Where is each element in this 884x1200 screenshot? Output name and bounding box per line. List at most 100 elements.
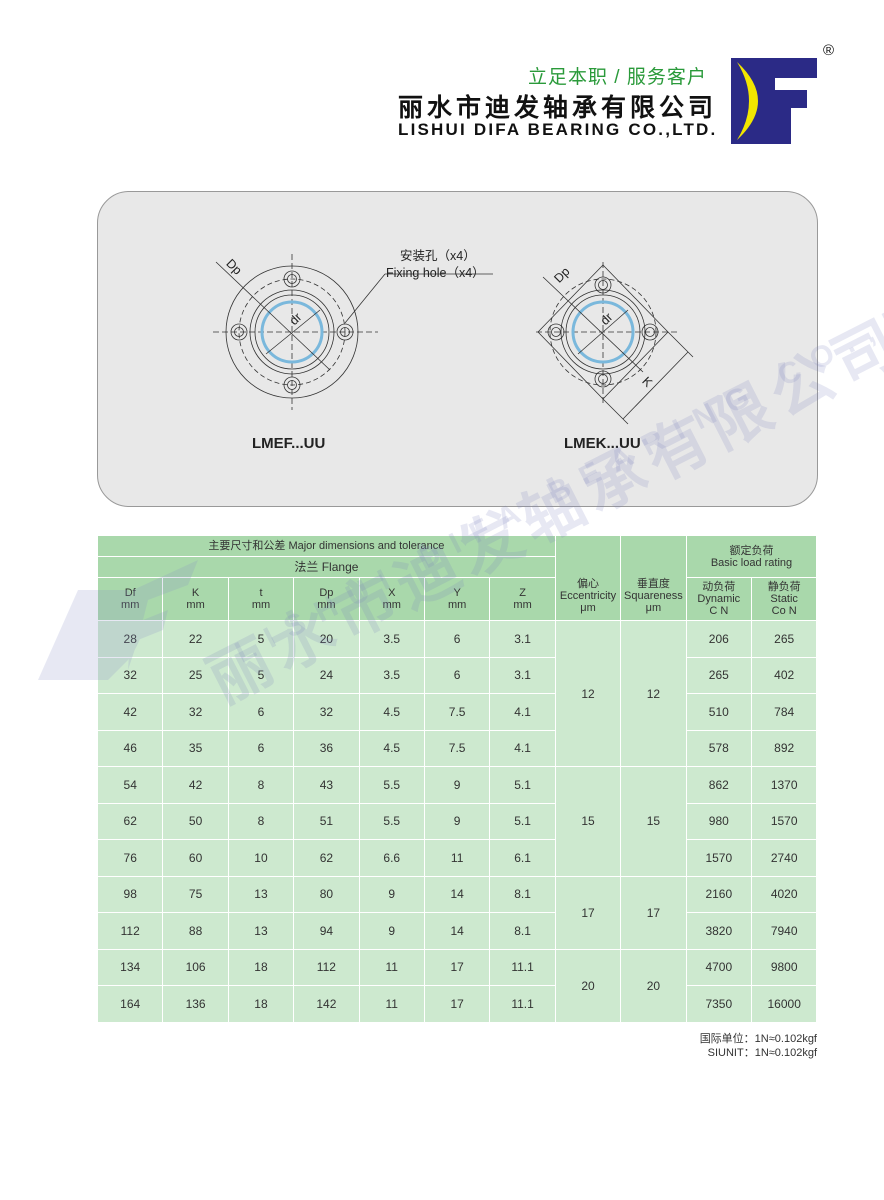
column-header-df: Df mm [96,577,164,621]
flange-header: 法兰 Flange [97,556,556,578]
cell-df: 98 [96,875,164,913]
cell-static-load: 265 [750,620,818,658]
column-header-t: t mm [227,577,295,621]
unit-note: 国际单位：1N≈0.102kgf SIUNIT：1N≈0.102kgf [700,1032,817,1060]
model-label-lmef: LMEF...UU [252,435,326,452]
dynamic-load-header: 动负荷 Dynamic C N [685,577,752,621]
cell-z: 8.1 [489,875,556,913]
cell-k: 60 [162,839,229,877]
cell-x: 11 [358,985,425,1023]
cell-eccentricity: 15 [554,766,622,877]
unit-note-cn: 国际单位：1N≈0.102kgf [699,1033,817,1045]
cell-dynamic-load: 2160 [685,875,752,913]
table-row: 32 25 5 24 3.5 6 3.1 265 402 [96,656,818,694]
cell-x: 9 [358,912,425,950]
cell-z: 4.1 [489,693,556,731]
cell-y: 17 [423,948,491,986]
cell-k: 75 [162,875,229,913]
cell-z: 11.1 [489,948,556,986]
cell-dynamic-load: 980 [685,802,752,840]
cell-x: 11 [358,948,425,986]
cell-k: 42 [162,766,229,804]
cell-y: 17 [423,985,491,1023]
cell-dp: 62 [293,839,360,877]
cell-df: 164 [96,985,164,1023]
cell-eccentricity: 17 [554,875,622,950]
cell-static-load: 2740 [750,839,818,877]
cell-x: 4.5 [358,729,425,767]
cell-t: 18 [227,985,295,1023]
cell-z: 6.1 [489,839,556,877]
cell-x: 6.6 [358,839,425,877]
dimensions-table: 主要尺寸和公差 Major dimensions and tolerance 额… [96,535,818,1023]
company-logo [731,58,817,144]
cell-x: 9 [358,875,425,913]
cell-dp: 20 [293,620,360,658]
unit-note-en: SIUNIT：1N≈0.102kgf [707,1047,817,1059]
cell-y: 7.5 [423,693,491,731]
eccentricity-header: 偏心 Eccentricity μm [554,577,622,621]
cell-t: 8 [227,802,295,840]
cell-dp: 32 [293,693,360,731]
company-name-en: LISHUI DIFA BEARING CO.,LTD. [398,120,718,139]
group-header: 主要尺寸和公差 Major dimensions and tolerance [97,535,556,557]
cell-t: 13 [227,875,295,913]
cell-z: 11.1 [489,985,556,1023]
lmef-drawing [213,254,493,410]
cell-k: 88 [162,912,229,950]
column-header-dp: Dp mm [293,577,360,621]
table-row: 54 42 8 43 5.5 9 5.1 15 15 862 1370 [96,766,818,877]
cell-k: 22 [162,620,229,658]
cell-k: 106 [162,948,229,986]
squareness-header: 垂直度 Squareness μm [620,577,687,621]
cell-t: 5 [227,656,295,694]
cell-df: 134 [96,948,164,986]
cell-df: 28 [96,620,164,658]
cell-z: 5.1 [489,766,556,804]
load-rating-header: 额定负荷 Basic load rating [685,535,818,578]
table-row: 164 136 18 142 11 17 11.1 7350 16000 [96,985,818,1023]
cell-static-load: 1570 [750,802,818,840]
cell-static-load: 402 [750,656,818,694]
cell-df: 76 [96,839,164,877]
table-row: 134 106 18 112 11 17 11.1 20 20 4700 9800 [96,948,818,1023]
cell-y: 9 [423,766,491,804]
cell-y: 6 [423,656,491,694]
cell-x: 3.5 [358,656,425,694]
cell-eccentricity: 20 [554,948,622,1023]
fixing-hole-label-en: Fixing hole（x4） [386,266,485,280]
cell-dynamic-load: 510 [685,693,752,731]
cell-z: 3.1 [489,620,556,658]
cell-dp: 94 [293,912,360,950]
cell-dp: 36 [293,729,360,767]
cell-z: 4.1 [489,729,556,767]
cell-x: 5.5 [358,802,425,840]
cell-t: 6 [227,693,295,731]
cell-static-load: 892 [750,729,818,767]
cell-dynamic-load: 862 [685,766,752,804]
lmek-drawing [536,262,694,425]
cell-eccentricity: 12 [554,620,622,767]
table-row: 28 22 5 20 3.5 6 3.1 12 12 206 265 [96,620,818,767]
cell-dp: 24 [293,656,360,694]
cell-t: 5 [227,620,295,658]
cell-t: 18 [227,948,295,986]
cell-static-load: 16000 [750,985,818,1023]
cell-df: 112 [96,912,164,950]
bearing-drawings [213,254,694,425]
cell-dp: 43 [293,766,360,804]
cell-df: 46 [96,729,164,767]
cell-x: 4.5 [358,693,425,731]
cell-x: 5.5 [358,766,425,804]
static-load-header: 静负荷 Static Co N [750,577,818,621]
cell-dp: 80 [293,875,360,913]
cell-squareness: 20 [620,948,687,1023]
registered-mark: ® [823,42,835,59]
cell-df: 42 [96,693,164,731]
table-row: 46 35 6 36 4.5 7.5 4.1 578 892 [96,729,818,767]
cell-k: 32 [162,693,229,731]
